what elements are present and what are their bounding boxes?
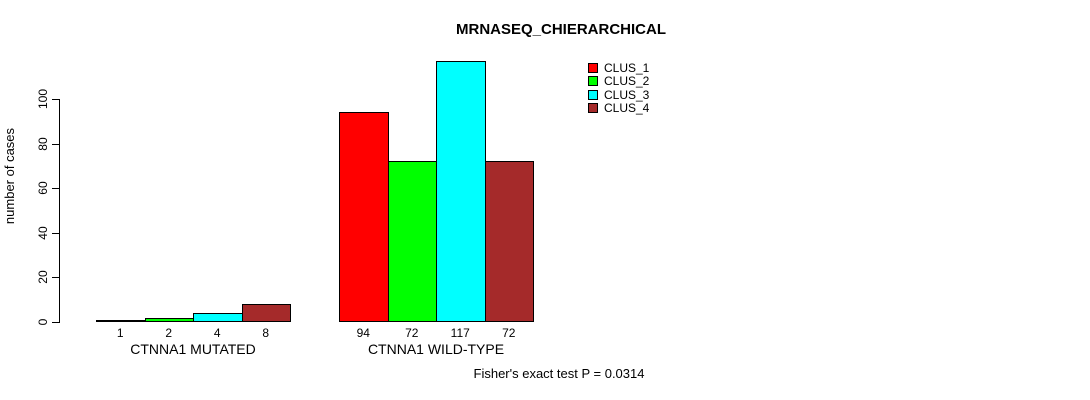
x-axis-group-label: CTNNA1 MUTATED bbox=[130, 341, 256, 357]
bar-clus_1-group2 bbox=[339, 112, 389, 322]
legend-swatch-clus_4 bbox=[588, 103, 598, 114]
y-axis-tick-label: 60 bbox=[36, 181, 50, 195]
fisher-test-annotation: Fisher's exact test P = 0.0314 bbox=[473, 366, 645, 381]
legend-label-clus_3: CLUS_3 bbox=[604, 87, 650, 102]
y-axis-line bbox=[59, 99, 60, 323]
y-axis-tick-label: 40 bbox=[36, 226, 50, 240]
y-axis-tick-label: 0 bbox=[36, 318, 50, 326]
y-axis-tick bbox=[52, 99, 59, 100]
bar-clus_3-group1 bbox=[193, 313, 243, 322]
y-axis-tick-label: 100 bbox=[36, 88, 50, 110]
bar-value-label: 94 bbox=[356, 326, 370, 340]
y-axis-tick-label: 20 bbox=[36, 270, 50, 285]
legend-label-clus_1: CLUS_1 bbox=[604, 61, 650, 75]
bar-clus_2-group1 bbox=[144, 317, 194, 322]
bar-clus_1-group1 bbox=[96, 319, 146, 322]
x-axis-group-label: CTNNA1 WILD-TYPE bbox=[367, 341, 505, 357]
legend-swatch-clus_2 bbox=[588, 76, 598, 87]
chart-title: MRNASEQ_CHIERARCHICAL bbox=[455, 21, 667, 38]
bar-value-label: 72 bbox=[502, 326, 516, 340]
bar-value-label: 2 bbox=[165, 326, 173, 340]
bar-clus_4-group2 bbox=[484, 161, 534, 322]
legend-swatch-clus_3 bbox=[588, 89, 598, 100]
y-axis-tick bbox=[52, 232, 59, 234]
y-axis-tick bbox=[52, 322, 59, 323]
legend-swatch-clus_1 bbox=[588, 63, 598, 73]
bar-value-label: 72 bbox=[405, 326, 419, 340]
bar-value-label: 4 bbox=[213, 326, 221, 340]
bar-value-label: 8 bbox=[262, 326, 270, 340]
bar-clus_4-group1 bbox=[241, 304, 291, 322]
bar-value-label: 117 bbox=[450, 326, 470, 340]
bar-clus_2-group2 bbox=[387, 161, 437, 322]
y-axis-tick bbox=[52, 277, 59, 279]
legend-label-clus_2: CLUS_2 bbox=[604, 74, 650, 89]
y-axis-tick bbox=[52, 143, 59, 145]
y-axis-tick bbox=[52, 188, 59, 190]
y-axis-tick-label: 80 bbox=[36, 136, 50, 151]
bar-value-label: 1 bbox=[116, 326, 124, 340]
bar-clus_3-group2 bbox=[436, 61, 486, 322]
y-axis-title: number of cases bbox=[2, 127, 17, 225]
legend-label-clus_4: CLUS_4 bbox=[604, 101, 650, 116]
